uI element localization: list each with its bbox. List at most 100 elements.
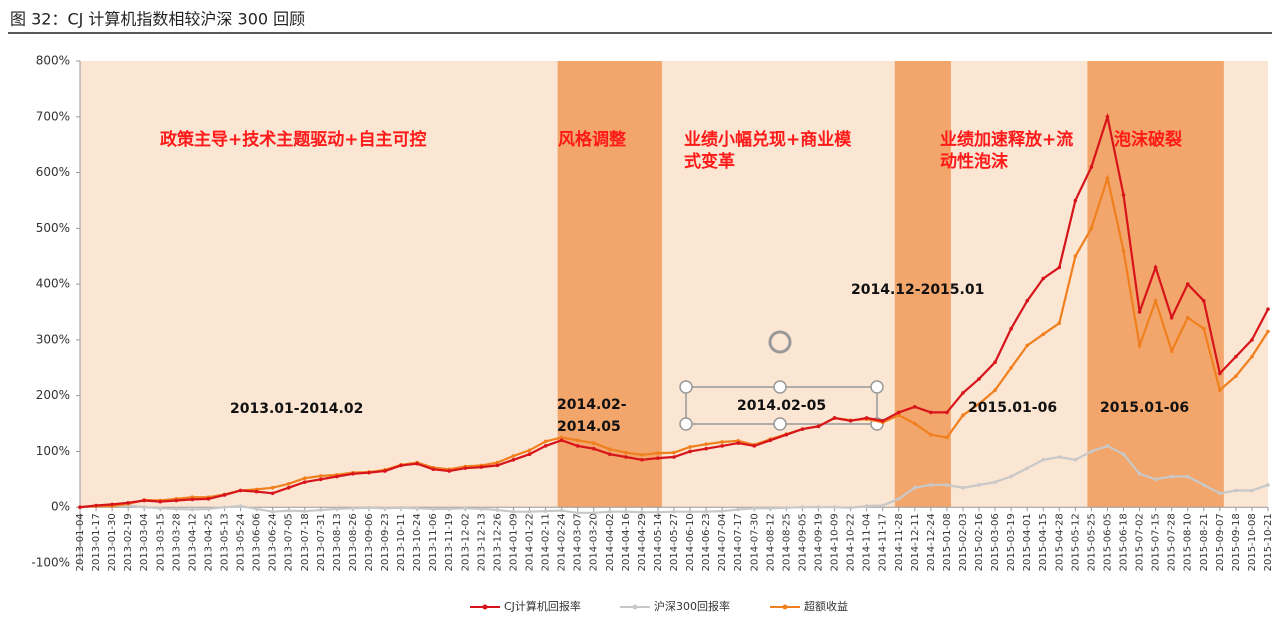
series-marker xyxy=(1089,449,1094,454)
series-marker xyxy=(238,504,243,508)
x-tick-label: 2013-04-25 xyxy=(203,513,214,571)
x-tick-label: 2015-04-01 xyxy=(1022,513,1033,571)
series-marker xyxy=(431,507,435,511)
series-marker xyxy=(672,455,676,459)
series-marker xyxy=(848,418,853,423)
x-tick-label: 2014-01-09 xyxy=(508,513,519,571)
x-tick-label: 2014-07-17 xyxy=(733,513,744,571)
series-marker xyxy=(1009,326,1013,331)
series-marker xyxy=(1153,265,1158,270)
y-tick-label: 700% xyxy=(36,109,70,123)
series-marker xyxy=(1250,354,1254,359)
annotation-line: 动性泡沫 xyxy=(940,151,1009,172)
series-marker xyxy=(880,503,885,508)
series-marker xyxy=(479,507,484,511)
x-tick-label: 2014-11-28 xyxy=(894,513,905,571)
series-marker xyxy=(977,377,981,381)
x-tick-label: 2013-03-28 xyxy=(171,513,182,571)
x-tick-label: 2015-10-08 xyxy=(1247,513,1258,571)
series-marker xyxy=(624,455,628,459)
series-marker xyxy=(720,509,724,513)
x-tick-label: 2014-11-17 xyxy=(878,513,889,571)
x-tick-label: 2013-01-04 xyxy=(75,513,86,571)
x-tick-label: 2014-06-23 xyxy=(701,513,712,571)
series-marker xyxy=(913,485,917,490)
series-marker xyxy=(527,448,532,453)
series-marker xyxy=(174,507,179,511)
series-marker xyxy=(896,497,901,501)
y-tick-label: 300% xyxy=(36,332,70,346)
series-marker xyxy=(640,452,644,457)
series-marker xyxy=(784,432,789,437)
series-marker xyxy=(559,508,564,513)
series-marker xyxy=(1201,483,1206,487)
x-tick-label: 2013-12-13 xyxy=(476,513,487,571)
x-tick-label: 2015-01-08 xyxy=(942,513,953,571)
series-marker xyxy=(319,508,323,512)
annotation: 业绩小幅兑现+商业模式变革 xyxy=(684,129,852,172)
series-marker xyxy=(222,493,227,497)
series-marker xyxy=(656,510,660,515)
series-marker xyxy=(126,500,130,505)
series-marker xyxy=(1234,374,1238,378)
series-marker xyxy=(1073,254,1078,259)
series-marker xyxy=(254,489,259,494)
series-marker xyxy=(624,509,628,514)
series-marker xyxy=(607,447,612,452)
series-marker xyxy=(383,506,387,511)
annotation: 2013.01-2014.02 xyxy=(230,401,363,417)
series-marker xyxy=(913,421,917,426)
annotation: 2014.02- 2014.05 xyxy=(557,397,627,435)
x-tick-label: 2013-12-02 xyxy=(460,513,471,571)
series-marker xyxy=(351,471,355,476)
x-tick-label: 2015-07-28 xyxy=(1167,513,1178,571)
series-marker xyxy=(688,445,692,449)
series-marker xyxy=(559,435,564,440)
series-marker xyxy=(543,444,548,448)
series-marker xyxy=(206,497,211,501)
series-marker xyxy=(1250,488,1254,493)
annotation: 政策主导+技术主题驱动+自主可控 xyxy=(160,129,427,150)
series-marker xyxy=(624,450,628,455)
x-tick-label: 2013-10-11 xyxy=(396,513,407,571)
annotation: 泡沫破裂 xyxy=(1114,129,1182,150)
series-marker xyxy=(270,491,275,496)
series-marker xyxy=(1025,466,1029,470)
x-tick-label: 2015-05-25 xyxy=(1086,513,1097,571)
series-marker xyxy=(1025,299,1029,303)
series-marker xyxy=(688,509,692,514)
series-marker xyxy=(1041,276,1046,281)
x-tick-label: 2014-04-29 xyxy=(637,513,648,571)
series-marker xyxy=(335,507,339,511)
y-tick-label: 600% xyxy=(36,165,70,179)
series-marker xyxy=(656,456,660,460)
x-tick-label: 2014-05-27 xyxy=(669,513,680,571)
x-tick-label: 2013-09-06 xyxy=(364,513,375,571)
x-tick-label: 2013-08-13 xyxy=(332,513,343,571)
series-marker xyxy=(993,388,997,392)
legend-marker xyxy=(482,604,488,610)
annotation: 业绩加速释放+流动性泡沫 xyxy=(940,129,1073,172)
x-tick-label: 2015-08-21 xyxy=(1199,513,1210,571)
series-marker xyxy=(158,499,163,504)
x-tick-label: 2014-07-04 xyxy=(717,513,728,571)
shaded-period xyxy=(1087,61,1224,508)
annotation-line: 业绩小幅兑现+商业模 xyxy=(684,129,852,150)
annotation-line: 业绩加速释放+流 xyxy=(940,129,1073,150)
series-marker xyxy=(319,477,323,482)
x-tick-label: 2013-01-17 xyxy=(91,513,102,571)
series-marker xyxy=(656,451,660,455)
x-tick-label: 2013-05-24 xyxy=(236,513,247,571)
series-marker xyxy=(591,441,596,445)
series-marker xyxy=(479,465,484,469)
series-marker xyxy=(190,507,195,512)
series-marker xyxy=(880,418,885,423)
series-marker xyxy=(431,467,435,472)
y-tick-label: 500% xyxy=(36,221,70,235)
x-tick-label: 2013-08-26 xyxy=(348,513,359,571)
series-marker xyxy=(896,413,901,417)
series-marker xyxy=(720,444,724,448)
legend-item: CJ计算机回报率 xyxy=(470,599,581,613)
series-marker xyxy=(977,483,981,487)
x-tick-label: 2013-07-05 xyxy=(284,513,295,571)
